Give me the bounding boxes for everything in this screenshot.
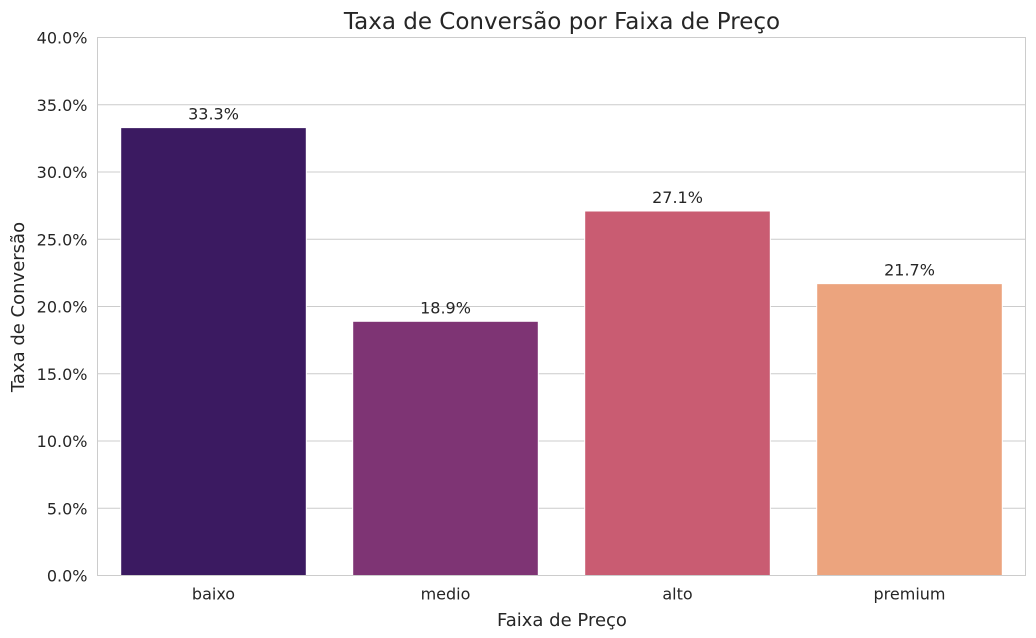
bar-premium	[816, 283, 1003, 576]
bars	[120, 127, 1003, 577]
y-tick-label: 20.0%	[37, 298, 88, 317]
x-tick-label: premium	[874, 585, 946, 604]
bar-baixo	[120, 127, 307, 577]
x-tick-labels: baixo medio alto premium	[192, 585, 946, 604]
y-tick-label: 10.0%	[37, 432, 88, 451]
bar-alto	[584, 210, 771, 576]
y-tick-label: 30.0%	[37, 163, 88, 182]
plot-frame	[97, 37, 1026, 576]
data-labels: 33.3% 18.9% 27.1% 21.7%	[188, 105, 935, 318]
x-tick-label: alto	[662, 585, 692, 604]
y-tick-label: 25.0%	[37, 230, 88, 249]
y-tick-label: 40.0%	[37, 29, 88, 48]
data-label: 21.7%	[884, 261, 935, 280]
chart-title: Taxa de Conversão por Faixa de Preço	[343, 9, 780, 35]
data-label: 33.3%	[188, 105, 239, 124]
x-tick-label: medio	[421, 585, 471, 604]
data-label: 27.1%	[652, 188, 703, 207]
y-tick-labels: 0.0% 5.0% 10.0% 15.0% 20.0% 25.0% 30.0% 35.0% 40…	[37, 29, 88, 586]
bar-medio	[352, 320, 539, 577]
y-tick-label: 0.0%	[47, 567, 88, 586]
y-tick-label: 15.0%	[37, 365, 88, 384]
data-label: 18.9%	[420, 298, 471, 317]
y-axis-title: Taxa de Conversão	[8, 222, 29, 393]
y-tick-label: 5.0%	[47, 499, 88, 518]
x-axis-title: Faixa de Preço	[497, 610, 627, 631]
y-tick-label: 35.0%	[37, 96, 88, 115]
x-tick-label: baixo	[192, 585, 235, 604]
